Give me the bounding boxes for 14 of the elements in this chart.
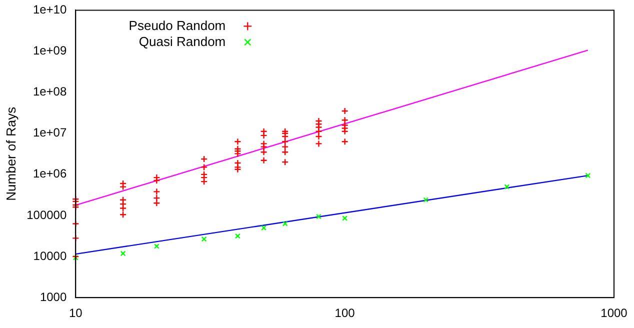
y-tick-label: 100000	[26, 208, 67, 222]
y-tick-label: 1e+08	[32, 84, 67, 99]
y-tick-label: 10000	[33, 248, 67, 263]
y-tick-label: 1e+10	[32, 2, 67, 17]
x-tick-label: 1000	[600, 306, 628, 320]
y-axis-title: Number of Rays	[3, 106, 18, 201]
y-tick-label: 1e+06	[32, 166, 67, 181]
y-tick-label: 1000	[40, 290, 67, 304]
legend-label: Quasi Random	[138, 34, 226, 49]
y-tick-label: 1e+09	[32, 44, 67, 58]
legend-label: Pseudo Random	[128, 18, 226, 33]
x-tick-label: 10	[68, 306, 83, 320]
x-tick-label: 100	[334, 306, 356, 320]
y-tick-label: 1e+07	[32, 126, 67, 140]
